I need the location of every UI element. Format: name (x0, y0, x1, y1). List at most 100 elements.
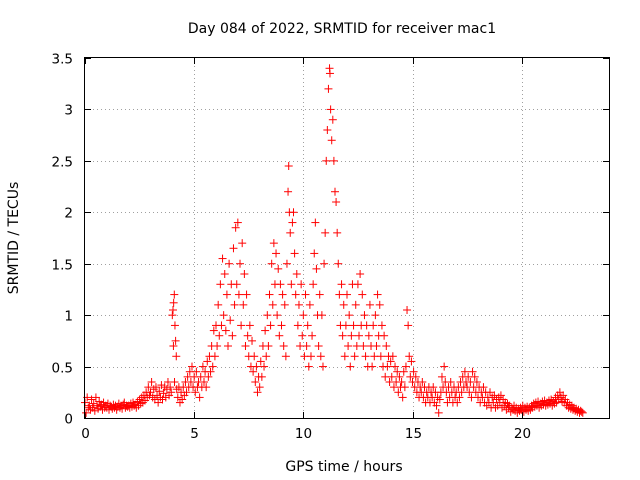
data-point (330, 187, 339, 196)
data-point (167, 388, 176, 397)
data-point (257, 372, 266, 381)
data-point (153, 391, 162, 400)
data-point (398, 393, 407, 402)
data-point (372, 342, 381, 350)
y-tick-label: 2 (64, 206, 73, 222)
data-point (186, 378, 195, 386)
data-point (401, 362, 410, 371)
data-point (178, 395, 187, 404)
data-point (470, 372, 479, 381)
data-point (208, 362, 217, 371)
data-point (157, 381, 166, 390)
data-point (236, 259, 245, 268)
data-point (173, 393, 182, 402)
data-point (233, 218, 242, 227)
data-point (345, 311, 354, 320)
data-point (320, 259, 329, 268)
data-point (260, 362, 269, 371)
data-point (371, 311, 380, 320)
data-point (306, 352, 315, 361)
data-point (437, 372, 446, 381)
data-point (494, 393, 503, 402)
data-point (155, 387, 164, 396)
data-point (468, 367, 477, 376)
data-point (577, 407, 586, 416)
data-point (264, 342, 273, 350)
data-point (315, 290, 324, 299)
data-point (333, 228, 342, 237)
data-point (337, 280, 346, 289)
data-point (302, 342, 311, 350)
data-point (368, 362, 377, 371)
data-point (169, 298, 178, 307)
data-point (154, 398, 163, 407)
data-point (196, 372, 205, 381)
data-point (472, 378, 481, 386)
data-point (291, 290, 300, 299)
data-point (243, 331, 252, 340)
data-point (214, 300, 223, 309)
data-point (256, 357, 265, 366)
data-point (304, 362, 313, 371)
data-point (322, 156, 331, 165)
data-point (329, 156, 338, 165)
data-point (219, 311, 228, 320)
data-point (407, 357, 416, 366)
data-point (338, 331, 347, 340)
data-point (272, 249, 281, 258)
data-point (170, 321, 179, 330)
data-point (360, 311, 369, 320)
data-point (446, 378, 455, 386)
data-point (361, 352, 370, 361)
data-point (158, 395, 167, 404)
data-point (353, 280, 362, 289)
data-point (317, 311, 326, 320)
data-point (262, 352, 271, 361)
data-point (240, 270, 249, 278)
data-point (293, 321, 302, 330)
data-point (255, 383, 264, 392)
data-point (318, 362, 327, 371)
data-point (168, 306, 177, 314)
y-tick-label: 1.5 (52, 258, 73, 274)
data-point (380, 331, 389, 340)
data-point (221, 326, 230, 335)
data-point (373, 290, 382, 299)
data-point (376, 352, 385, 361)
data-point (347, 331, 356, 340)
data-point (187, 362, 196, 371)
data-point (241, 342, 250, 350)
data-point (249, 367, 258, 376)
data-point (559, 391, 568, 400)
data-point (364, 331, 373, 340)
data-point (299, 311, 308, 320)
x-tick-label: 20 (514, 426, 531, 442)
data-point (340, 352, 349, 361)
data-point (334, 259, 343, 268)
data-point (147, 378, 156, 386)
data-point (277, 321, 286, 330)
data-point (316, 352, 325, 361)
data-point (290, 249, 299, 258)
data-point (202, 383, 211, 392)
data-point (435, 395, 444, 404)
data-point (276, 280, 285, 289)
data-point (312, 264, 321, 273)
data-point (268, 300, 277, 309)
data-point (191, 388, 200, 397)
data-point (82, 408, 91, 417)
y-tick-label: 0 (64, 412, 73, 428)
y-tick-label: 3 (64, 103, 73, 119)
data-point (278, 290, 287, 299)
data-point (578, 408, 587, 417)
data-point (418, 378, 427, 386)
data-point (171, 336, 180, 345)
data-point (339, 300, 348, 309)
data-point (332, 198, 341, 206)
data-point (199, 378, 208, 386)
data-point (144, 383, 153, 392)
data-point (218, 254, 227, 263)
data-point (303, 321, 312, 330)
data-point (192, 367, 201, 376)
data-point (323, 126, 332, 134)
